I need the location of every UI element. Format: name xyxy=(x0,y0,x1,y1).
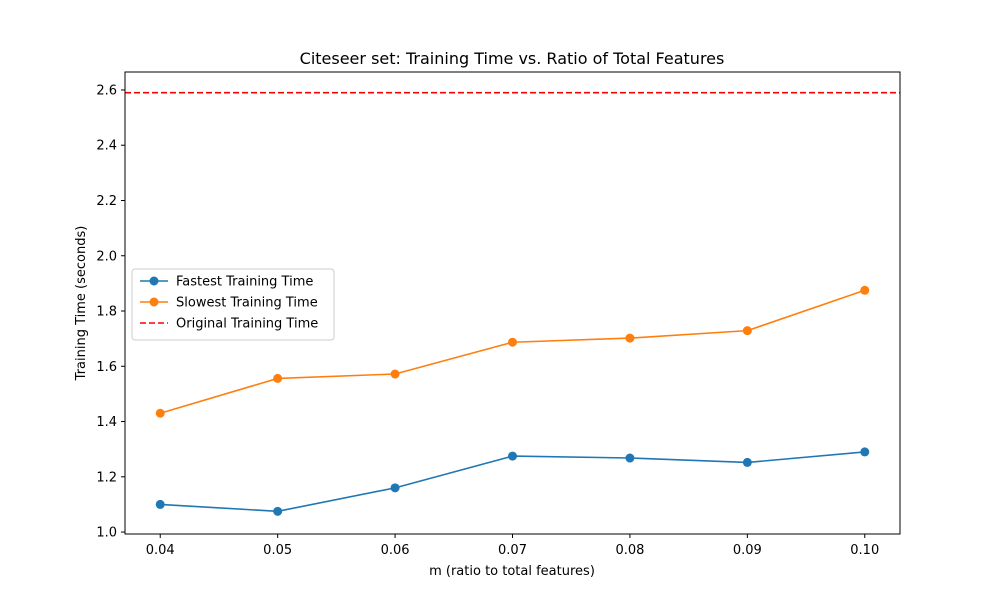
y-tick-label: 1.2 xyxy=(96,470,117,485)
y-tick-label: 2.4 xyxy=(96,139,117,154)
legend-box xyxy=(131,268,335,341)
series-1-point-4 xyxy=(625,333,635,343)
series-1-point-2 xyxy=(390,369,400,379)
plot-area xyxy=(124,71,901,535)
x-tick-label: 0.09 xyxy=(733,543,762,558)
x-axis-ticks: 0.04 0.05 0.06 0.07 0.08 0.09 0.10 xyxy=(146,534,879,558)
series-1-point-0 xyxy=(155,408,165,418)
x-tick-label: 0.08 xyxy=(615,543,644,558)
series-0-point-1 xyxy=(273,506,283,516)
y-tick-label: 1.6 xyxy=(96,360,117,375)
x-tick-label: 0.06 xyxy=(381,543,410,558)
series-1-point-5 xyxy=(742,326,752,336)
x-tick-label: 0.10 xyxy=(850,543,879,558)
x-axis-label: m (ratio to total features) xyxy=(429,564,595,579)
x-tick-label: 0.04 xyxy=(146,543,175,558)
series-0-point-0 xyxy=(155,499,165,509)
series-0-point-6 xyxy=(860,447,870,457)
y-tick-label: 2.6 xyxy=(96,83,117,98)
legend-label: Slowest Training Time xyxy=(176,296,318,311)
series-0-point-2 xyxy=(390,483,400,493)
legend-swatch-marker xyxy=(149,276,159,286)
y-axis-label: Training Time (seconds) xyxy=(74,226,89,382)
y-axis-ticks: 1.0 1.2 1.4 1.6 1.8 2.0 2.2 2.4 2.6 xyxy=(96,83,125,541)
y-tick-label: 2.2 xyxy=(96,194,117,209)
y-tick-label: 1.4 xyxy=(96,415,117,430)
x-tick-label: 0.07 xyxy=(498,543,527,558)
legend-swatch-marker xyxy=(149,297,159,307)
series-0-point-3 xyxy=(508,451,517,461)
y-tick-label: 1.0 xyxy=(96,526,117,541)
y-tick-label: 2.0 xyxy=(96,249,117,264)
chart-title: Citeseer set: Training Time vs. Ratio of… xyxy=(300,49,725,68)
series-0-point-5 xyxy=(742,457,752,467)
legend-label: Fastest Training Time xyxy=(176,275,313,290)
x-tick-label: 0.05 xyxy=(263,543,292,558)
series-1-point-6 xyxy=(860,285,870,295)
series-0-point-4 xyxy=(625,453,635,463)
legend-label: Original Training Time xyxy=(176,317,318,332)
series-line-0 xyxy=(160,451,865,513)
legend: Fastest Training Time Slowest Training Ti… xyxy=(131,268,335,341)
series-1-point-3 xyxy=(508,337,517,347)
y-tick-label: 1.8 xyxy=(96,305,117,320)
series-1-point-1 xyxy=(273,373,283,383)
